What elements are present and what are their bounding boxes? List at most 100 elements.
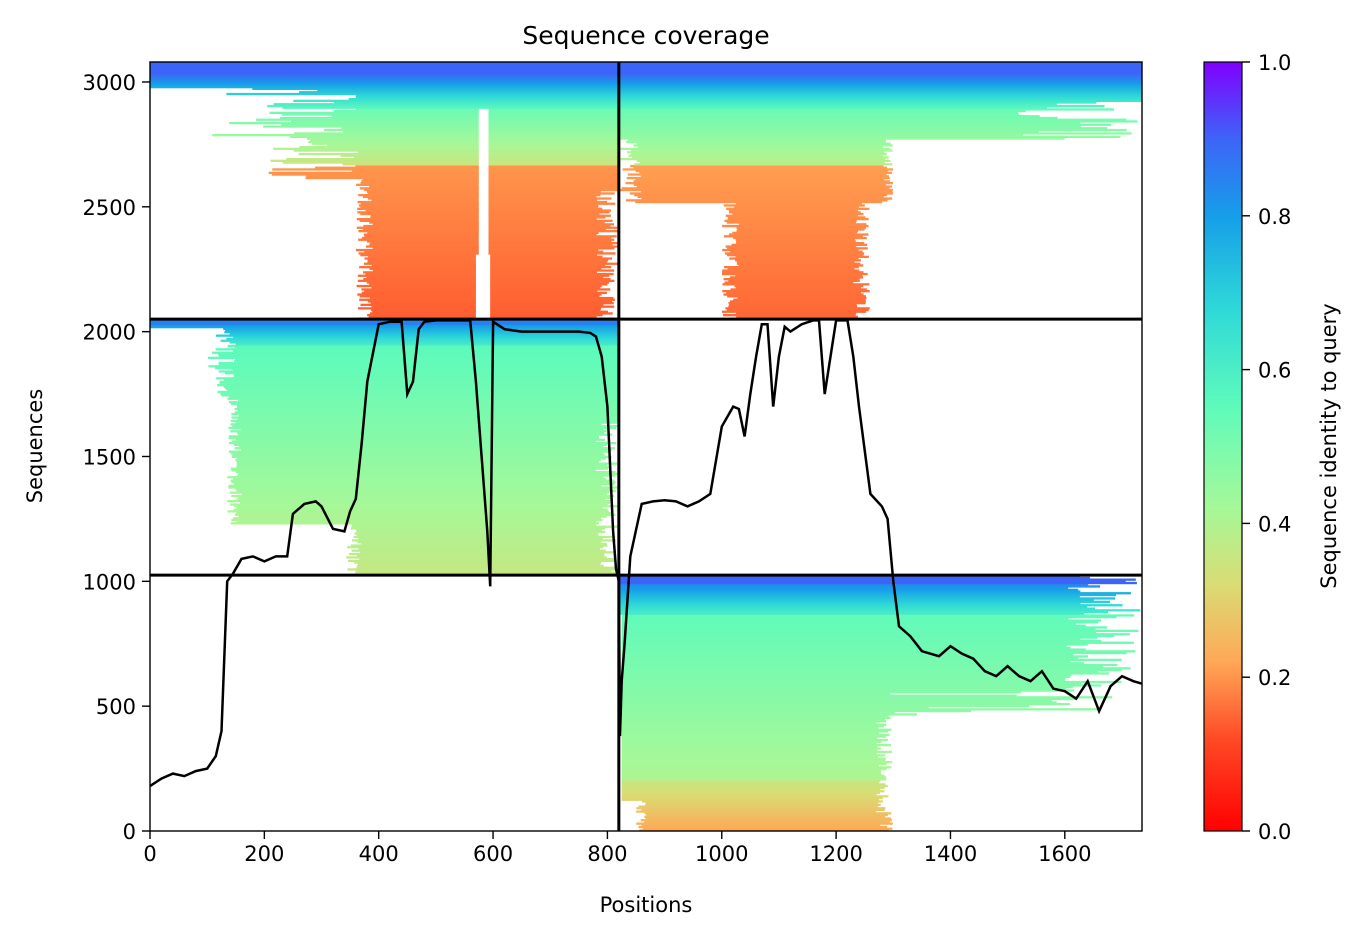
heatmap-row (722, 290, 870, 293)
heatmap-row (621, 744, 892, 747)
heatmap-row (618, 91, 1142, 94)
heatmap-row (625, 182, 893, 185)
heatmap-row (227, 500, 611, 503)
heatmap-row (488, 245, 619, 248)
heatmap-row (618, 125, 1081, 128)
heatmap-row (621, 725, 885, 728)
heatmap-row (354, 532, 599, 535)
heatmap-row (360, 254, 476, 257)
heatmap-row (728, 305, 858, 308)
heatmap-row (618, 604, 1123, 607)
heatmap-row (359, 266, 476, 269)
x-tick-label: 600 (473, 842, 513, 866)
heatmap-row (618, 87, 1142, 90)
heatmap-row (618, 67, 1142, 70)
heatmap-row (214, 366, 619, 370)
x-tick-label: 400 (359, 842, 399, 866)
heatmap-row (618, 111, 1019, 114)
heatmap-row (644, 815, 886, 818)
heatmap-row (629, 192, 894, 195)
heatmap-row (621, 699, 1052, 702)
heatmap-row (645, 817, 892, 820)
heatmap-row (362, 195, 479, 198)
heatmap-row (633, 180, 890, 183)
heatmap-row (621, 704, 1030, 707)
heatmap-row (357, 274, 476, 277)
heatmap-row (346, 556, 607, 559)
heatmap-row (271, 173, 479, 176)
heatmap-row (371, 308, 476, 312)
heatmap-row (618, 82, 1142, 85)
heatmap-row (236, 506, 603, 510)
heatmap-row (725, 307, 870, 310)
heatmap-row (150, 68, 619, 72)
heatmap-row (370, 242, 479, 245)
heatmap-row (226, 92, 619, 96)
heatmap-row (363, 262, 476, 265)
heatmap-row (315, 166, 479, 169)
heatmap-row (282, 106, 619, 109)
heatmap-row (630, 152, 887, 156)
heatmap-row (367, 300, 476, 303)
heatmap-row (729, 276, 864, 279)
heatmap-row (212, 134, 479, 137)
heatmap-row (238, 515, 607, 518)
heatmap-row (621, 657, 1079, 660)
heatmap-row (618, 98, 1142, 101)
heatmap-row (358, 537, 603, 540)
heatmap-row (490, 271, 597, 274)
heatmap-row (229, 122, 479, 125)
heatmap-row (638, 825, 888, 829)
heatmap-row (736, 260, 855, 264)
heatmap-row (625, 199, 888, 202)
heatmap-row (237, 431, 604, 435)
heatmap-row (490, 308, 601, 312)
heatmap-row (729, 300, 866, 303)
heatmap-row (618, 602, 1081, 605)
heatmap-row (490, 307, 602, 310)
heatmap-row (621, 650, 1136, 653)
heatmap-row (488, 122, 619, 125)
heatmap-row (360, 182, 479, 185)
colorbar (1203, 61, 1243, 832)
heatmap-row (621, 691, 1021, 694)
heatmap-row (621, 687, 1066, 690)
heatmap-row (369, 283, 476, 286)
heatmap-row (255, 118, 479, 121)
heatmap-row (621, 631, 1096, 634)
heatmap-row (618, 70, 1142, 73)
heatmap-row (488, 166, 619, 169)
heatmap-row (488, 250, 604, 253)
heatmap-row (621, 779, 881, 783)
heatmap-row (636, 822, 893, 825)
heatmap-row (633, 166, 888, 169)
heatmap-row (488, 149, 619, 152)
heatmap-row (722, 283, 870, 286)
heatmap-row (356, 183, 479, 186)
heatmap-row (268, 171, 479, 174)
heatmap-row (353, 156, 479, 159)
heatmap-row (722, 269, 860, 272)
heatmap-row (150, 80, 619, 84)
heatmap-row (294, 132, 479, 135)
heatmap-row (726, 308, 869, 312)
heatmap-row (357, 293, 476, 296)
heatmap-row (618, 63, 1142, 66)
heatmap-row (368, 255, 476, 258)
heatmap-row (725, 245, 857, 248)
heatmap-row (645, 803, 881, 806)
heatmap-row (618, 127, 1108, 130)
heatmap-row (488, 200, 608, 204)
heatmap-row (736, 262, 861, 265)
heatmap-row (621, 713, 917, 716)
heatmap-row (642, 827, 893, 830)
heatmap-row (367, 192, 479, 195)
heatmap-row (235, 488, 612, 491)
colorbar-tick-label: 1.0 (1258, 51, 1291, 75)
heatmap-row (488, 197, 612, 200)
heatmap-row (488, 206, 599, 209)
heatmap-row (490, 276, 604, 279)
heatmap-row (356, 534, 599, 537)
heatmap-row (368, 315, 476, 318)
heatmap-row (237, 406, 619, 409)
